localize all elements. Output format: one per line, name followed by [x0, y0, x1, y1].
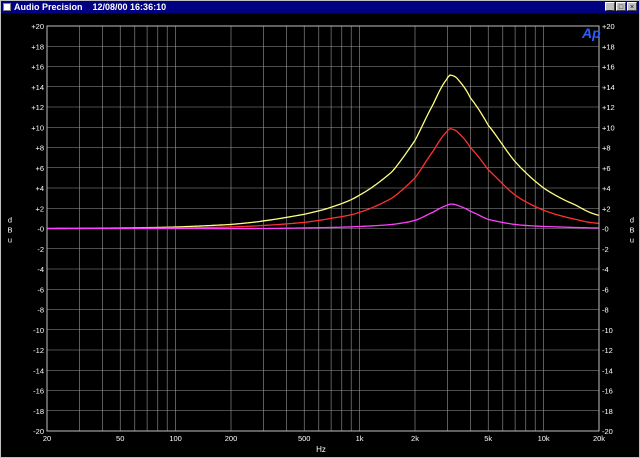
- y-tick-label: -20: [33, 427, 44, 436]
- y-axis-label-right: dBu: [629, 216, 634, 245]
- title-bar[interactable]: Audio Precision 12/08/00 16:36:10 _ □ ×: [1, 1, 639, 13]
- y-tick-label: +6: [35, 164, 44, 173]
- y-tick-label: +8: [35, 144, 44, 153]
- y-axis-label-letter: u: [630, 236, 634, 245]
- y-tick-label: +20: [31, 22, 44, 31]
- x-tick-label: 50: [116, 434, 124, 443]
- y-tick-label: -18: [33, 407, 44, 416]
- app-icon[interactable]: [3, 3, 11, 11]
- y-tick-label-right: +18: [602, 42, 615, 51]
- y-tick-labels-right: +20 +18 +16 +14 +12 +10 +8 +6 +4 +2 -0 -2 -4 -6 -8 -10 -…: [602, 22, 615, 436]
- window-timestamp: 12/08/00 16:36:10: [92, 2, 167, 12]
- x-tick-label: 1k: [356, 434, 364, 443]
- y-tick-label: -12: [33, 346, 44, 355]
- y-tick-label-right: +4: [602, 184, 611, 193]
- x-tick-label: 500: [298, 434, 311, 443]
- y-tick-label-right: +16: [602, 63, 615, 72]
- y-tick-label: -16: [33, 387, 44, 396]
- window-title: Audio Precision: [14, 2, 83, 12]
- series-line-3: [47, 203, 600, 230]
- x-tick-label: 100: [169, 434, 182, 443]
- y-tick-label: +12: [31, 103, 44, 112]
- x-tick-label: 200: [225, 434, 238, 443]
- x-tick-label: 5k: [484, 434, 492, 443]
- close-button[interactable]: ×: [627, 2, 637, 11]
- y-tick-label: -2: [37, 245, 44, 254]
- y-tick-label: -0: [37, 225, 44, 234]
- y-axis-label-letter: u: [8, 236, 12, 245]
- minimize-button[interactable]: _: [605, 2, 615, 11]
- y-tick-label-right: +12: [602, 103, 615, 112]
- y-tick-label: +10: [31, 123, 44, 132]
- y-tick-label-right: -18: [602, 407, 613, 416]
- y-tick-label-right: -6: [602, 285, 609, 294]
- y-tick-label-right: -0: [602, 225, 609, 234]
- x-tick-labels: 20 50 100 200 500 1k 2k 5k 10k 20k: [43, 434, 605, 443]
- y-tick-label-right: +10: [602, 123, 615, 132]
- x-tick-label: 10k: [538, 434, 550, 443]
- y-tick-label-right: +14: [602, 83, 615, 92]
- y-tick-label: -14: [33, 366, 44, 375]
- y-axis-label-letter: B: [629, 226, 634, 235]
- y-axis-label-letter: B: [7, 226, 12, 235]
- y-tick-label: -4: [37, 265, 44, 274]
- y-tick-label-right: -8: [602, 306, 609, 315]
- y-tick-label: +4: [35, 184, 44, 193]
- y-tick-label: +18: [31, 42, 44, 51]
- y-tick-label: -10: [33, 326, 44, 335]
- y-axis-label-left: dBu: [7, 216, 12, 245]
- y-tick-label-right: -14: [602, 366, 613, 375]
- ap-logo: Ap: [581, 25, 601, 41]
- y-tick-label-right: -2: [602, 245, 609, 254]
- x-tick-label: 20: [43, 434, 51, 443]
- plot-border: [46, 25, 600, 432]
- y-tick-label: +16: [31, 63, 44, 72]
- y-tick-label-right: +8: [602, 144, 611, 153]
- y-axis-label-letter: d: [630, 216, 634, 225]
- y-axis-label-letter: d: [8, 216, 12, 225]
- y-tick-label-right: -4: [602, 265, 609, 274]
- y-tick-label: -8: [37, 306, 44, 315]
- series-group: [46, 74, 600, 230]
- y-tick-label: +2: [35, 204, 44, 213]
- y-tick-labels-left: +20 +18 +16 +14 +12 +10 +8 +6 +4 +2 -0 -2 -4 -6 -8 -10 -…: [31, 22, 44, 436]
- y-tick-label-right: -12: [602, 346, 613, 355]
- y-tick-label-right: -20: [602, 427, 613, 436]
- y-tick-label-right: +2: [602, 204, 611, 213]
- y-tick-label: +14: [31, 83, 44, 92]
- frequency-response-chart: +20 +18 +16 +14 +12 +10 +8 +6 +4 +2 -0 -2 -4 -6 -8 -10 -…: [1, 13, 639, 457]
- x-axis-label: Hz: [316, 445, 326, 454]
- y-tick-label-right: +20: [602, 22, 615, 31]
- maximize-button[interactable]: □: [616, 2, 626, 11]
- y-tick-label-right: -10: [602, 326, 613, 335]
- y-tick-label-right: +6: [602, 164, 611, 173]
- x-tick-label: 2k: [411, 434, 419, 443]
- x-tick-label: 20k: [593, 434, 605, 443]
- y-tick-label: -6: [37, 285, 44, 294]
- y-tick-label-right: -16: [602, 387, 613, 396]
